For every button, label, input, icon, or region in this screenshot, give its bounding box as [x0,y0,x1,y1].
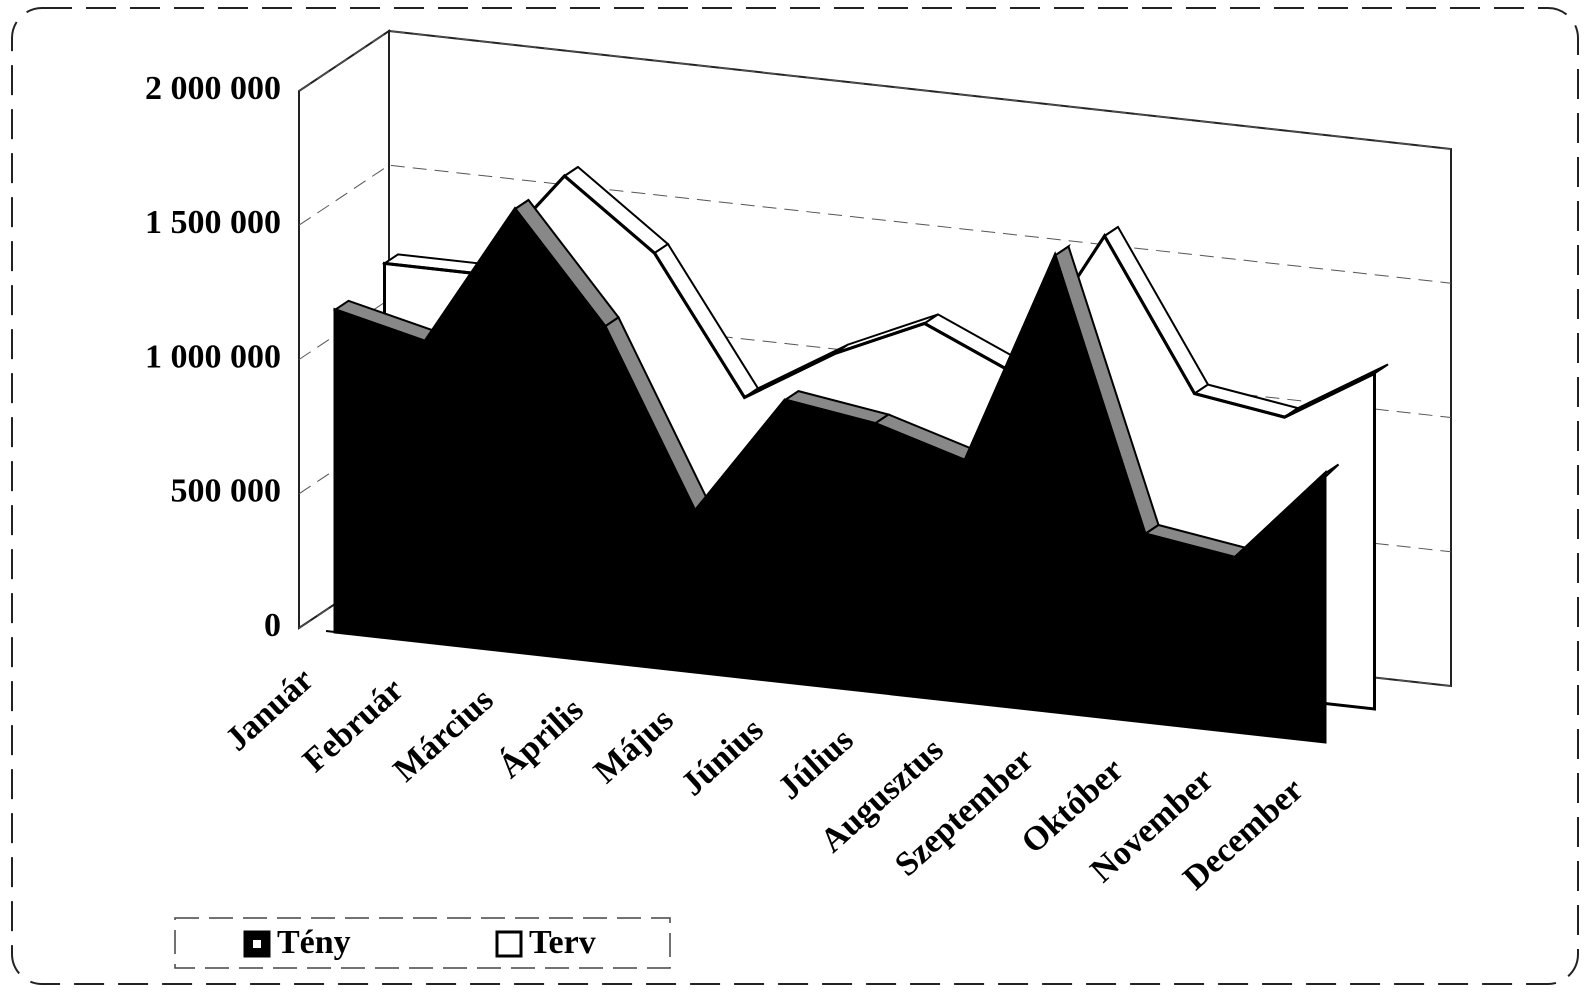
x-axis [325,630,1326,743]
y-tick-label: 500 000 [171,473,282,510]
grid-line [298,30,1452,150]
y-tick-label: 2 000 000 [145,70,281,107]
legend-label: Tény [277,924,351,961]
y-tick-label: 0 [264,607,281,644]
legend-swatch [243,930,271,958]
area-edge [334,206,1327,560]
grid-line [298,164,1452,284]
y-tick-label: 1 000 000 [145,338,281,375]
legend-label: Terv [529,924,596,961]
legend-box [174,917,671,969]
legend-swatch-inner [253,940,261,948]
legend-swatch [495,930,523,958]
y-tick-label: 1 500 000 [145,204,281,241]
legend: Tény Terv [243,924,596,961]
area-edge [384,173,1376,419]
